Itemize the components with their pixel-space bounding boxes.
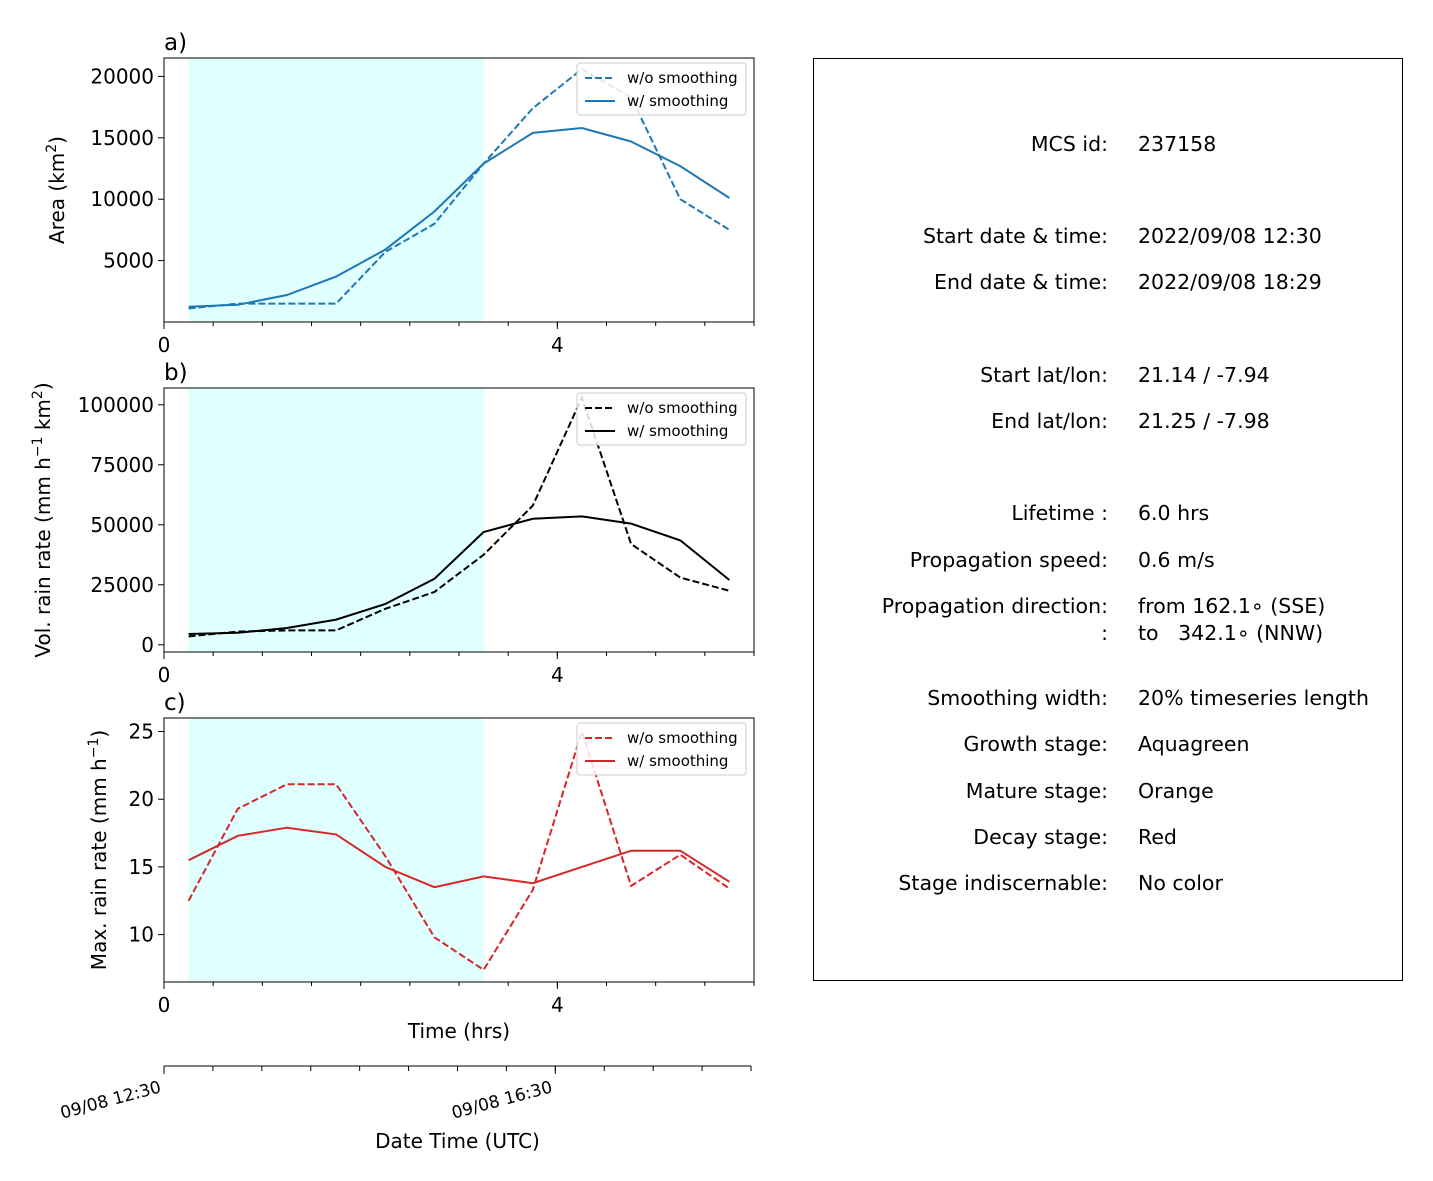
y-tick-label: 50000 [90, 513, 154, 537]
info-row-mature-stage: Mature stage: Orange [814, 779, 1404, 809]
info-row-propagation-direction-to: : to 342.1∘ (NNW) [814, 621, 1404, 651]
info-label: Decay stage: [973, 825, 1108, 849]
y-tick-label: 100000 [78, 393, 154, 417]
info-value: 21.14 / -7.94 [1138, 363, 1270, 387]
info-row-propagation-speed: Propagation speed: 0.6 m/s [814, 548, 1404, 578]
y-tick-label: 10000 [90, 187, 154, 211]
legend-label: w/ smoothing [627, 92, 728, 110]
y-tick-label: 0 [141, 633, 154, 657]
info-label: Start lat/lon: [980, 363, 1108, 387]
legend-label: w/o smoothing [627, 69, 738, 87]
info-value: 21.25 / -7.98 [1138, 409, 1270, 433]
y-tick-label: 20 [129, 787, 154, 811]
info-label: Start date & time: [922, 224, 1108, 248]
datetime-tick-label: 09/08 12:30 [58, 1078, 163, 1124]
series-line-with-smoothing [188, 826, 730, 889]
y-tick-label: 20000 [90, 64, 154, 88]
info-row-smoothing-width: Smoothing width: 20% timeseries length [814, 686, 1404, 716]
datetime-axis: 09/08 12:30 09/08 16:30 Date Time (UTC) [58, 1065, 752, 1153]
legend-label: w/ smoothing [627, 752, 728, 770]
legend-box [576, 722, 747, 776]
legend-label: w/o smoothing [627, 729, 738, 747]
legend: w/o smoothing w/ smoothing [576, 62, 747, 116]
info-value: 2022/09/08 12:30 [1138, 224, 1322, 248]
info-value: from 162.1∘ (SSE) [1138, 594, 1326, 618]
info-row-lifetime: Lifetime : 6.0 hrs [814, 501, 1404, 531]
x-tick-label: 0 [158, 333, 171, 357]
info-value: 237158 [1138, 132, 1217, 156]
x-tick-label: 4 [551, 993, 564, 1017]
y-tick-label: 15 [129, 855, 154, 879]
info-label: End date & time: [934, 270, 1108, 294]
info-label: Lifetime : [1011, 501, 1108, 525]
info-value: 20% timeseries length [1138, 686, 1369, 710]
y-tick-label: 25 [129, 720, 154, 744]
legend-label: w/ smoothing [627, 422, 728, 440]
info-value: 2022/09/08 18:29 [1138, 270, 1322, 294]
x-axis-label: Time (hrs) [407, 1019, 510, 1043]
series-line-without-smoothing [188, 394, 730, 638]
info-row-end-datetime: End date & time: 2022/09/08 18:29 [814, 270, 1404, 300]
info-label: Propagation direction: [881, 594, 1108, 618]
panel-c: 10 15 20 25 0 4 c) Max. rain rate (mm h−1) Time … [86, 690, 755, 1043]
info-row-stage-indiscernable: Stage indiscernable: No color [814, 871, 1404, 901]
info-row-decay-stage: Decay stage: Red [814, 825, 1404, 855]
legend-box [576, 392, 747, 446]
panel-b: 0 25000 50000 75000 100000 0 4 b) Vol. rain rate… [30, 360, 755, 687]
info-label: MCS id: [1030, 132, 1108, 156]
y-tick-label: 15000 [90, 126, 154, 150]
series-line-with-smoothing [188, 515, 731, 635]
panel-label: c) [164, 690, 186, 716]
y-axis-label: Area (km2) [44, 136, 69, 244]
info-value: No color [1138, 871, 1223, 895]
info-label: Growth stage: [963, 732, 1108, 756]
panel-label: a) [164, 30, 187, 56]
legend: w/o smoothing w/ smoothing [576, 722, 747, 776]
growth-stage-shade [188, 718, 484, 982]
info-value: 6.0 hrs [1138, 501, 1210, 525]
y-tick-label: 5000 [103, 249, 154, 273]
y-axis-label: Vol. rain rate (mm h−1 km2) [30, 382, 55, 657]
info-label: : [1101, 621, 1108, 645]
panel-a: 5000 10000 15000 20000 0 4 a) Area (km2) w/o smo… [44, 30, 755, 357]
series-line-without-smoothing [187, 728, 730, 972]
info-row-end-latlon: End lat/lon: 21.25 / -7.98 [814, 409, 1404, 439]
info-row-propagation-direction: Propagation direction: from 162.1∘ (SSE) [814, 594, 1404, 624]
info-label: End lat/lon: [991, 409, 1108, 433]
legend-box [576, 62, 747, 116]
info-value: Orange [1138, 779, 1214, 803]
x-tick-label: 0 [158, 993, 171, 1017]
growth-stage-shade [188, 58, 484, 322]
info-label: Smoothing width: [927, 686, 1108, 710]
panel-label: b) [164, 360, 188, 386]
info-row-growth-stage: Growth stage: Aquagreen [814, 732, 1404, 762]
y-tick-label: 75000 [90, 453, 154, 477]
datetime-tick-label: 09/08 16:30 [450, 1078, 555, 1124]
series-line-with-smoothing [188, 126, 730, 308]
y-tick-label: 25000 [90, 573, 154, 597]
info-row-start-datetime: Start date & time: 2022/09/08 12:30 [814, 224, 1404, 254]
datetime-axis-label: Date Time (UTC) [375, 1129, 540, 1153]
info-value: to 342.1∘ (NNW) [1138, 621, 1324, 645]
x-tick-label: 4 [551, 333, 564, 357]
info-row-start-latlon: Start lat/lon: 21.14 / -7.94 [814, 363, 1404, 393]
info-label: Stage indiscernable: [898, 871, 1108, 895]
legend-label: w/o smoothing [627, 399, 738, 417]
info-value: 0.6 m/s [1138, 548, 1215, 572]
y-tick-label: 10 [129, 923, 154, 947]
y-axis-label: Max. rain rate (mm h−1) [86, 730, 111, 970]
info-value: Red [1138, 825, 1177, 849]
info-label: Mature stage: [965, 779, 1108, 803]
info-value: Aquagreen [1138, 732, 1250, 756]
x-tick-label: 0 [158, 663, 171, 687]
info-label: Propagation speed: [909, 548, 1108, 572]
x-tick-label: 4 [551, 663, 564, 687]
legend: w/o smoothing w/ smoothing [576, 392, 747, 446]
info-row-mcs-id: MCS id: 237158 [814, 132, 1404, 162]
growth-stage-shade [188, 388, 484, 652]
info-panel: MCS id: 237158 Start date & time: 2022/0… [813, 58, 1403, 981]
